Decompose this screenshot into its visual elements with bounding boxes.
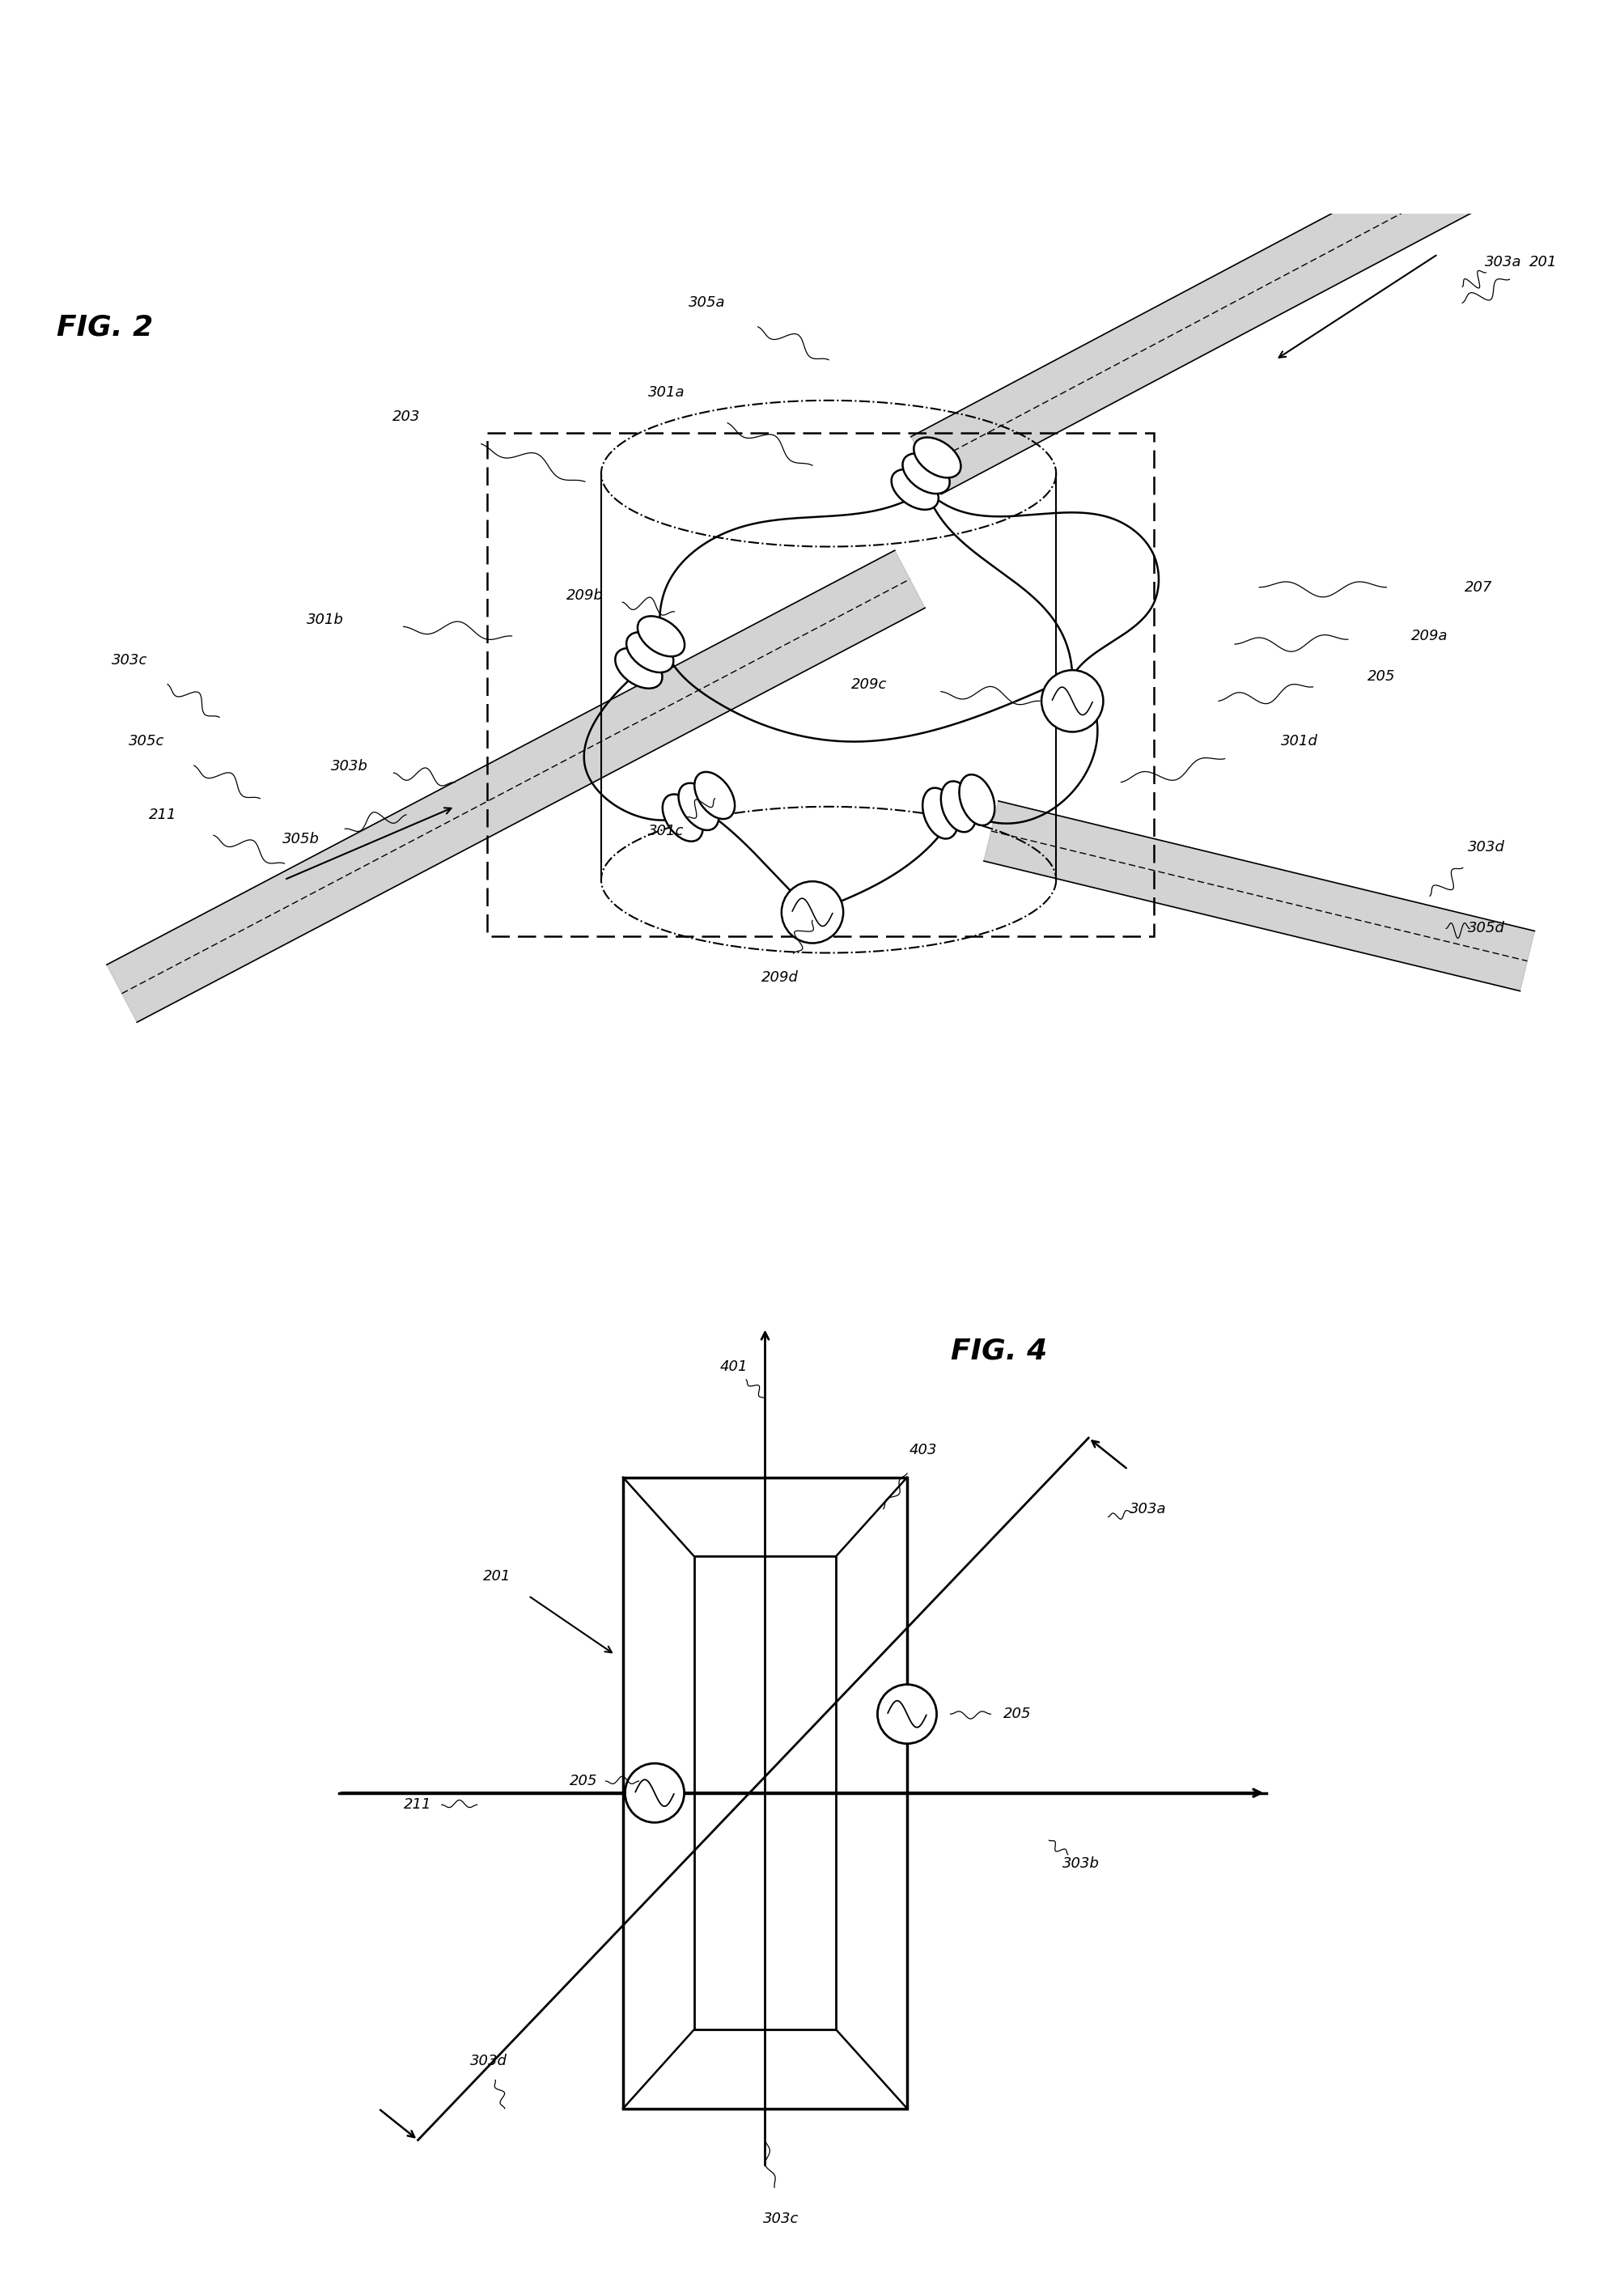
Text: 301c: 301c — [648, 823, 684, 839]
Text: 305d: 305d — [1468, 921, 1504, 935]
Text: 205: 205 — [1004, 1708, 1031, 1721]
Text: 301d: 301d — [1281, 734, 1317, 750]
Ellipse shape — [913, 437, 960, 478]
Text: 305c: 305c — [128, 734, 164, 750]
Text: 401: 401 — [719, 1360, 747, 1374]
Text: 303b: 303b — [331, 759, 367, 773]
Text: 305b: 305b — [283, 832, 318, 846]
Circle shape — [1041, 670, 1103, 732]
Text: 303a: 303a — [1129, 1502, 1166, 1516]
Text: 209d: 209d — [762, 969, 797, 985]
Circle shape — [877, 1685, 935, 1744]
Ellipse shape — [663, 793, 703, 841]
Text: 303d: 303d — [471, 2053, 507, 2069]
Bar — [487, 432, 1153, 937]
Text: 211: 211 — [404, 1797, 432, 1813]
Ellipse shape — [693, 773, 734, 818]
Text: 303c: 303c — [112, 654, 148, 668]
Text: 303b: 303b — [1062, 1856, 1098, 1872]
Circle shape — [781, 882, 843, 944]
Text: 201: 201 — [482, 1568, 510, 1584]
Text: 203: 203 — [391, 409, 421, 423]
Text: 303c: 303c — [763, 2211, 799, 2227]
Ellipse shape — [679, 784, 718, 830]
Text: 303d: 303d — [1468, 839, 1504, 855]
Ellipse shape — [922, 789, 958, 839]
Text: 209c: 209c — [851, 677, 887, 693]
Text: 301b: 301b — [307, 613, 343, 626]
Bar — [693, 1557, 836, 2030]
Ellipse shape — [903, 453, 948, 494]
Circle shape — [625, 1763, 684, 1822]
Bar — [622, 1477, 906, 2108]
Text: 301a: 301a — [648, 384, 684, 400]
Text: 305a: 305a — [689, 295, 724, 311]
Text: 403: 403 — [908, 1442, 937, 1456]
Polygon shape — [107, 551, 924, 1022]
Text: FIG. 4: FIG. 4 — [950, 1337, 1046, 1365]
Text: 209b: 209b — [567, 588, 603, 604]
Ellipse shape — [627, 633, 672, 672]
Text: 207: 207 — [1463, 581, 1492, 594]
Text: 205: 205 — [570, 1774, 598, 1788]
Polygon shape — [984, 800, 1533, 992]
Text: 201: 201 — [1528, 256, 1557, 270]
Ellipse shape — [958, 775, 994, 825]
Ellipse shape — [892, 469, 939, 510]
Text: 205: 205 — [1366, 670, 1395, 684]
Text: 209a: 209a — [1411, 629, 1447, 642]
Ellipse shape — [615, 647, 663, 688]
Polygon shape — [911, 153, 1476, 494]
Ellipse shape — [940, 782, 976, 832]
Ellipse shape — [637, 617, 684, 656]
Text: 211: 211 — [148, 807, 177, 823]
Text: 303a: 303a — [1484, 256, 1520, 270]
Text: FIG. 2: FIG. 2 — [57, 313, 153, 341]
